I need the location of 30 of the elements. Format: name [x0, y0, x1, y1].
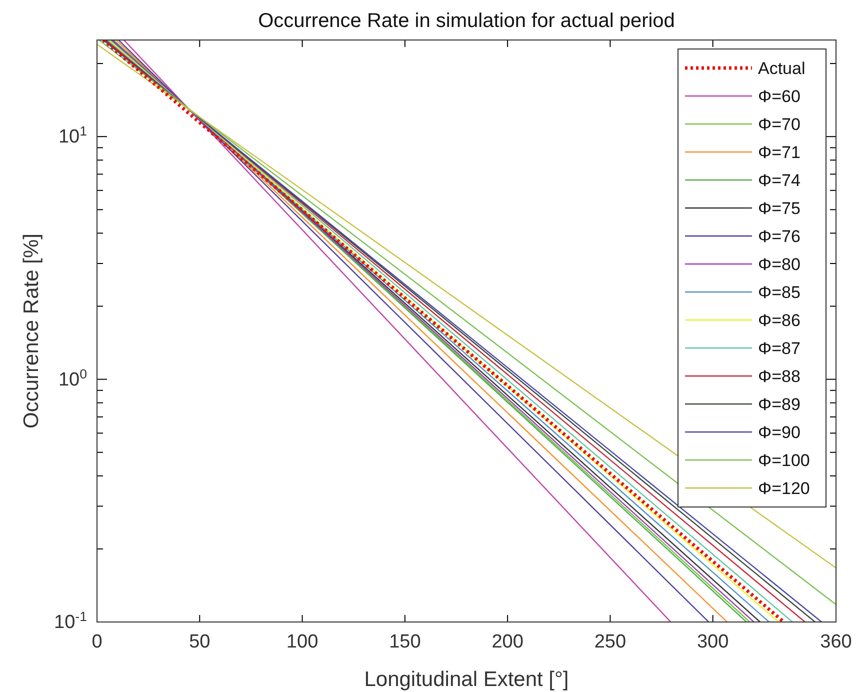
legend-label: Φ=100 — [758, 451, 810, 470]
chart-title: Occurrence Rate in simulation for actual period — [258, 10, 675, 32]
y-tick-label: 10$^{-1}$ — [54, 608, 87, 634]
legend-label: Φ=85 — [758, 283, 800, 302]
x-tick-label: 0 — [92, 631, 102, 652]
legend-label: Φ=120 — [758, 479, 810, 498]
y-tick-label: 10$^{0}$ — [58, 366, 87, 390]
legend-label: Φ=70 — [758, 115, 800, 134]
legend-label: Actual — [758, 59, 806, 78]
legend-label: Φ=80 — [758, 255, 800, 274]
x-tick-label: 100 — [286, 631, 318, 652]
x-axis-title: Longitudinal Extent [°] — [364, 668, 569, 691]
y-axis-title: Occurrence Rate [%] — [20, 234, 43, 428]
legend-label: Φ=60 — [758, 87, 800, 106]
legend-label: Φ=74 — [758, 171, 800, 190]
x-tick-label: 250 — [594, 631, 626, 652]
legend-label: Φ=86 — [758, 311, 800, 330]
legend-label: Φ=71 — [758, 143, 800, 162]
legend-label: Φ=75 — [758, 199, 800, 218]
legend-label: Φ=87 — [758, 339, 800, 358]
x-tick-label: 50 — [189, 631, 210, 652]
y-tick-label: 10$^{1}$ — [58, 123, 87, 148]
x-tick-label: 300 — [696, 631, 729, 652]
x-tick-label: 360 — [820, 631, 852, 652]
legend-label: Φ=76 — [758, 227, 800, 246]
legend-label: Φ=88 — [758, 367, 800, 386]
x-tick-label: 200 — [492, 631, 524, 652]
legend-label: Φ=90 — [758, 423, 800, 442]
x-tick-label: 150 — [389, 631, 421, 652]
legend-label: Φ=89 — [758, 395, 800, 414]
